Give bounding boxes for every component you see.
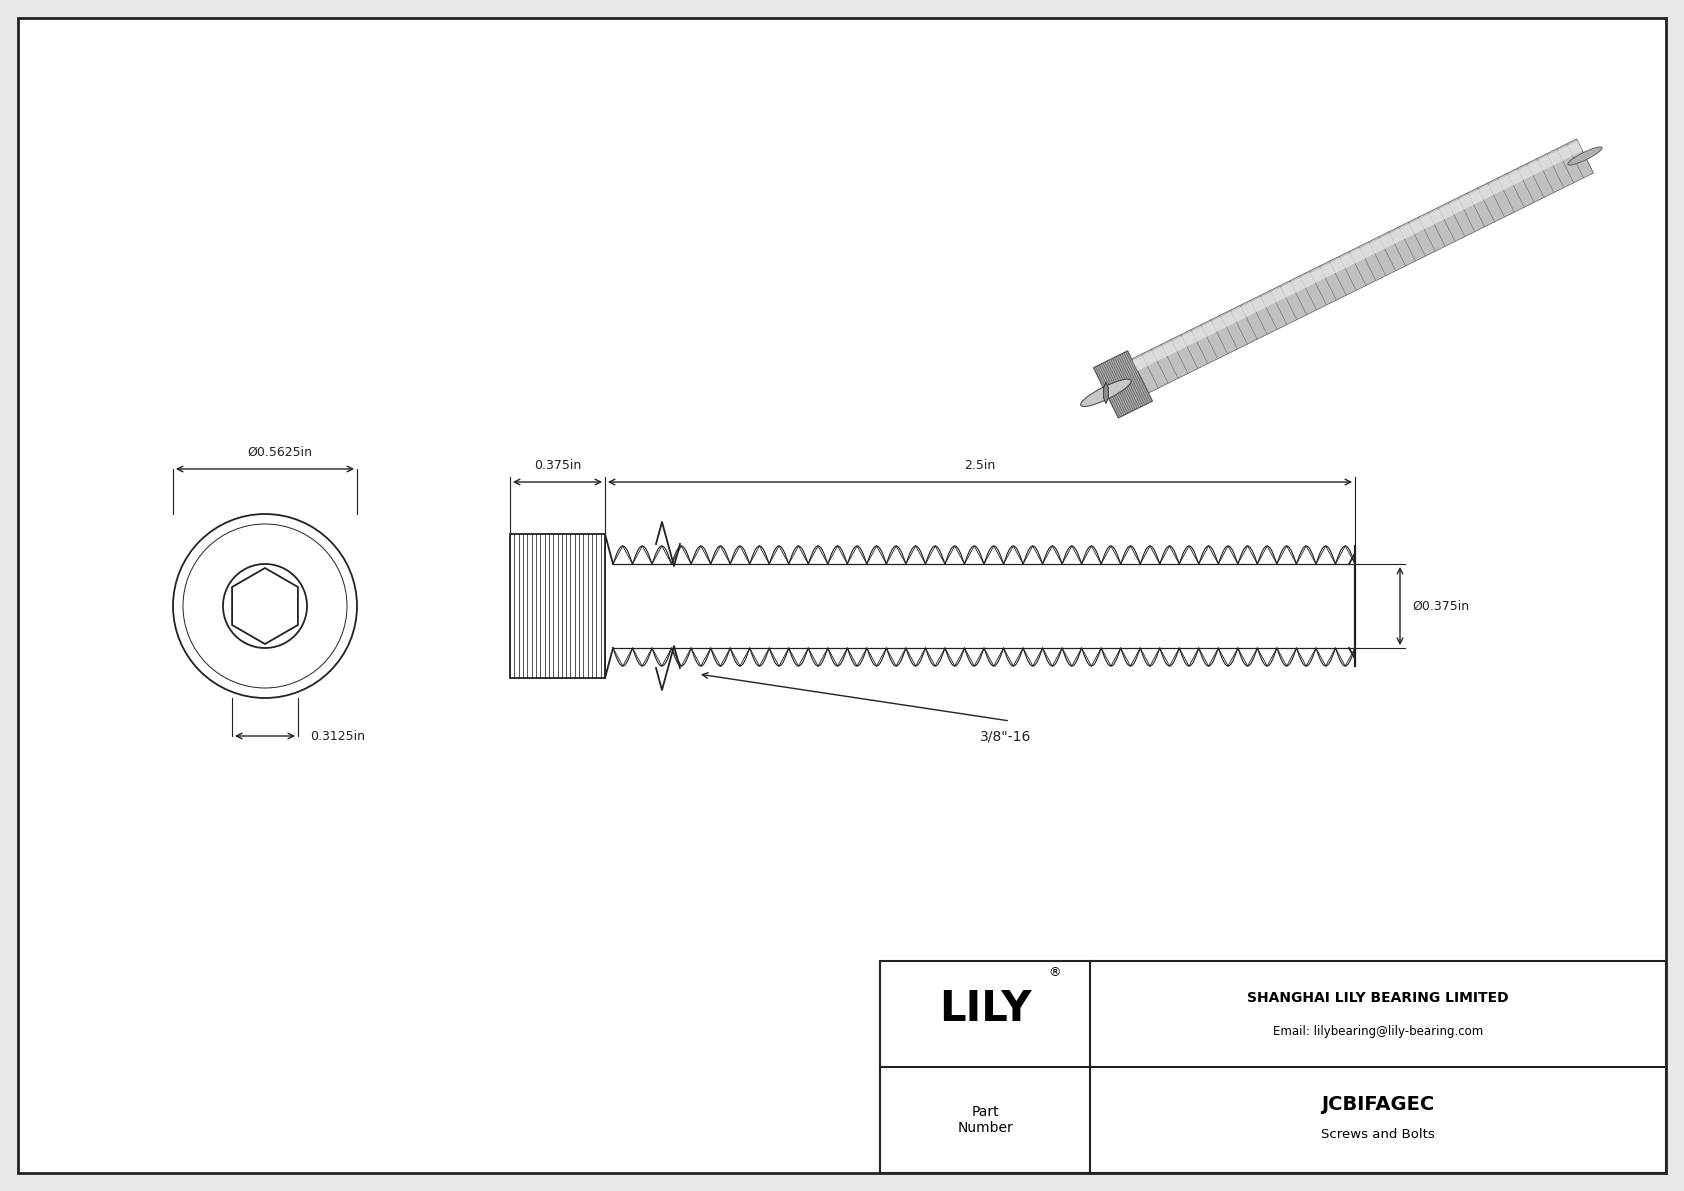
Polygon shape	[1132, 139, 1593, 393]
Circle shape	[222, 565, 306, 648]
Bar	[613, 565, 1356, 648]
Text: Part
Number: Part Number	[957, 1105, 1012, 1135]
Polygon shape	[1093, 351, 1152, 418]
Text: Ø0.5625in: Ø0.5625in	[248, 445, 313, 459]
Text: Ø0.375in: Ø0.375in	[1411, 599, 1468, 612]
Bar	[510, 534, 605, 678]
Text: 0.375in: 0.375in	[534, 459, 581, 472]
Text: SHANGHAI LILY BEARING LIMITED: SHANGHAI LILY BEARING LIMITED	[1248, 991, 1509, 1005]
Ellipse shape	[1081, 379, 1132, 406]
Text: ®: ®	[1049, 967, 1061, 979]
Text: JCBIFAGEC: JCBIFAGEC	[1322, 1096, 1435, 1115]
Polygon shape	[1132, 141, 1583, 370]
Text: 2.5in: 2.5in	[965, 459, 995, 472]
Text: Screws and Bolts: Screws and Bolts	[1322, 1129, 1435, 1141]
Text: LILY: LILY	[938, 989, 1031, 1030]
Polygon shape	[1103, 382, 1108, 404]
Ellipse shape	[1568, 146, 1601, 166]
Circle shape	[173, 515, 357, 698]
Polygon shape	[232, 568, 298, 644]
Text: Email: lilybearing@lily-bearing.com: Email: lilybearing@lily-bearing.com	[1273, 1025, 1484, 1039]
Text: 3/8"-16: 3/8"-16	[980, 729, 1031, 743]
Bar	[881, 961, 1665, 1173]
Text: 0.3125in: 0.3125in	[310, 730, 365, 742]
